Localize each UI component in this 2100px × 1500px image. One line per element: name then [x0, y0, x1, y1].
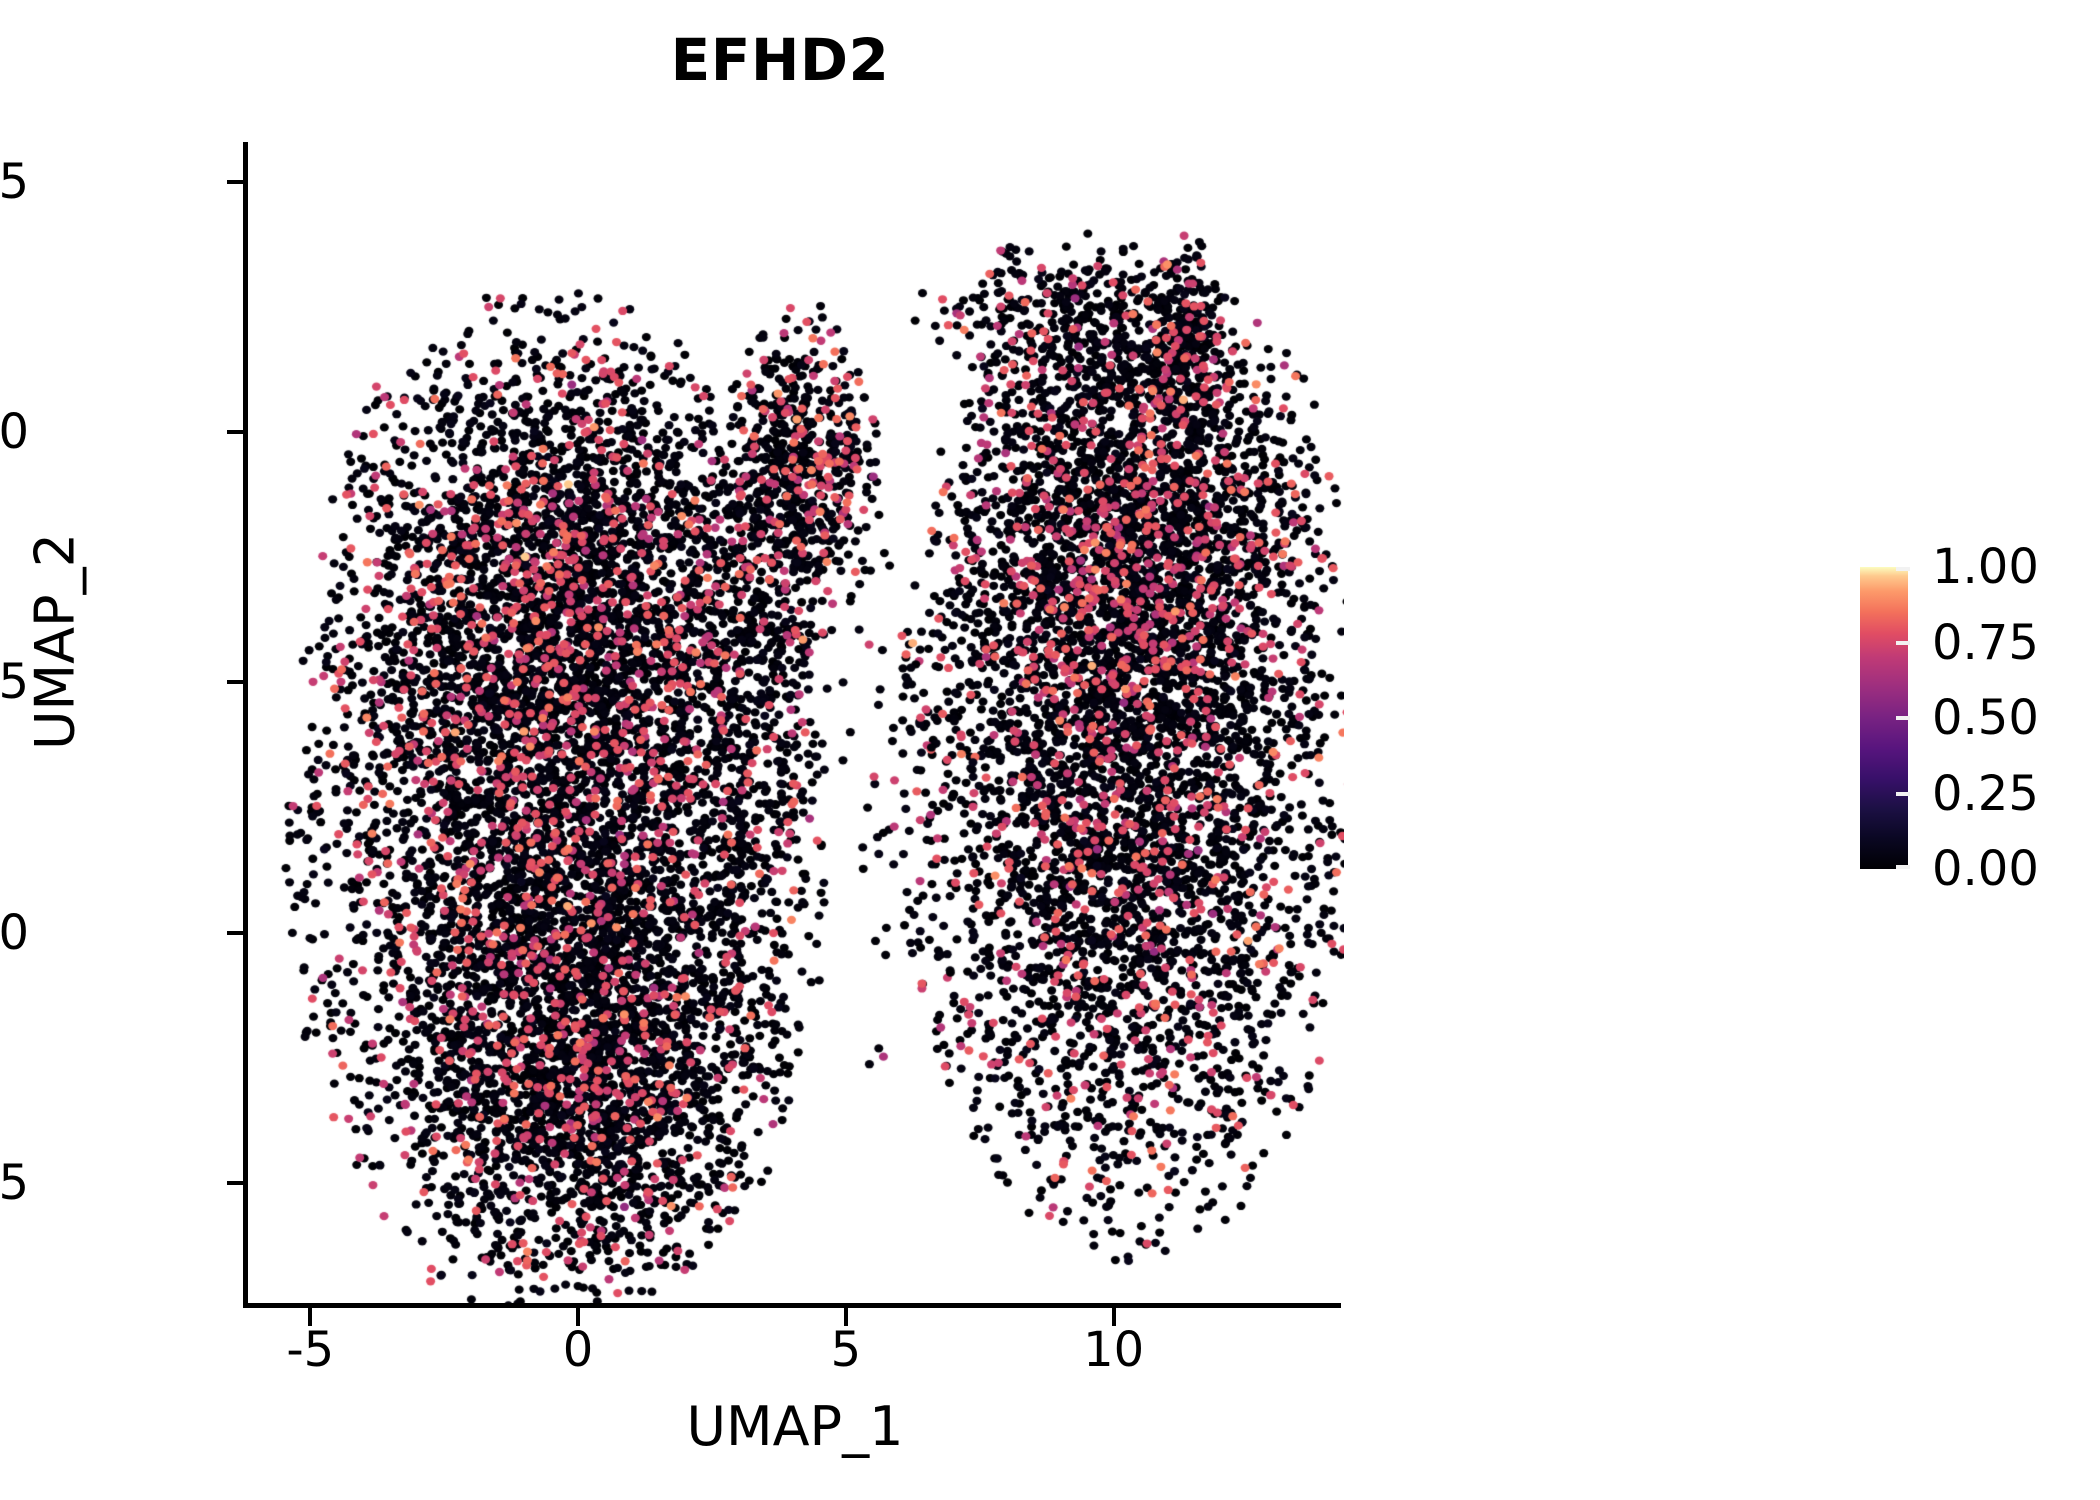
- colorbar-tick-mark: [1896, 791, 1910, 796]
- y-tick-mark: [227, 1180, 243, 1185]
- x-tick-mark: [576, 1308, 581, 1326]
- y-tick-label: 7.5: [0, 154, 29, 211]
- x-tick-mark: [843, 1308, 848, 1326]
- colorbar-tick-label: 1.00: [1932, 539, 2039, 595]
- y-tick-label: 5.0: [0, 404, 29, 461]
- colorbar-tick-mark: [1896, 640, 1910, 645]
- scatter-plot-canvas: [246, 142, 1344, 1303]
- y-tick-label: 0.0: [0, 904, 29, 961]
- y-tick-label: -2.5: [0, 1154, 29, 1211]
- y-axis-title: UMAP_2: [23, 533, 87, 750]
- x-tick-label: 5: [830, 1322, 862, 1378]
- y-tick-label: 2.5: [0, 654, 29, 711]
- colorbar-tick-label: 0.50: [1932, 690, 2039, 746]
- x-axis-title: UMAP_1: [686, 1395, 904, 1458]
- page-title: EFHD2: [670, 26, 890, 94]
- y-tick-mark: [227, 680, 243, 685]
- y-tick-mark: [227, 180, 243, 185]
- colorbar-tick-label: 0.75: [1932, 614, 2039, 671]
- colorbar-tick-label: 0.25: [1932, 765, 2039, 822]
- y-tick-mark: [227, 430, 243, 435]
- colorbar-tick-label: 0.00: [1932, 841, 2039, 897]
- x-tick-label: 0: [562, 1322, 594, 1378]
- x-tick-label: 10: [1083, 1322, 1145, 1378]
- x-tick-label: -5: [286, 1322, 335, 1378]
- colorbar-tick-mark: [1896, 865, 1910, 869]
- x-tick-mark: [1111, 1308, 1116, 1326]
- x-axis-line: [243, 1303, 1341, 1308]
- x-tick-mark: [308, 1308, 313, 1326]
- colorbar-tick-mark: [1896, 716, 1910, 720]
- y-tick-mark: [227, 930, 243, 935]
- colorbar-tick-mark: [1896, 567, 1910, 571]
- y-axis-line: [243, 142, 248, 1308]
- plot-area: [246, 142, 1344, 1303]
